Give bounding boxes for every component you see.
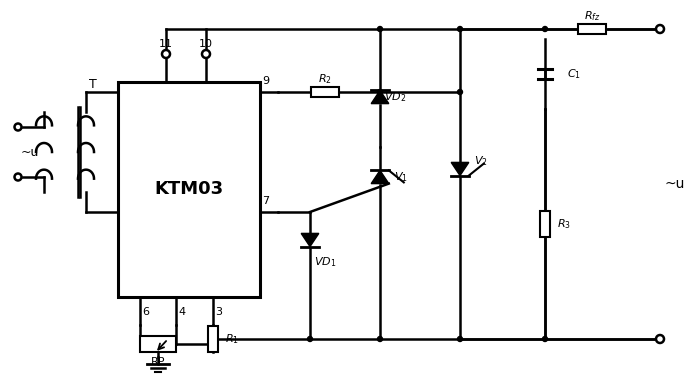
Circle shape [162, 50, 170, 58]
Text: $VD_2$: $VD_2$ [384, 90, 406, 104]
Bar [118, 82, 260, 297]
Text: T: T [89, 77, 97, 91]
Text: 9: 9 [262, 76, 270, 86]
Text: $V_1$: $V_1$ [394, 170, 408, 184]
Text: ~u: ~u [664, 177, 685, 191]
Text: 11: 11 [159, 39, 173, 49]
Circle shape [457, 337, 462, 341]
Circle shape [457, 26, 462, 31]
Text: 3: 3 [215, 307, 222, 317]
Text: KTM03: KTM03 [155, 180, 224, 199]
Circle shape [377, 26, 382, 31]
Polygon shape [302, 233, 319, 247]
Text: 7: 7 [262, 196, 270, 206]
Text: $R_1$: $R_1$ [225, 332, 239, 346]
Text: 10: 10 [199, 39, 213, 49]
Bar [208, 326, 218, 352]
Text: $R_2$: $R_2$ [318, 72, 332, 86]
Circle shape [656, 25, 664, 33]
Circle shape [542, 337, 547, 341]
Bar [540, 211, 550, 237]
Circle shape [377, 89, 382, 94]
Text: ~u: ~u [21, 146, 39, 159]
Polygon shape [451, 163, 469, 176]
Bar [311, 87, 339, 97]
Text: $C_1$: $C_1$ [567, 67, 581, 81]
Text: $V_2$: $V_2$ [474, 154, 488, 168]
Circle shape [308, 337, 313, 341]
Circle shape [457, 89, 462, 94]
Circle shape [14, 173, 21, 180]
Circle shape [202, 50, 210, 58]
Polygon shape [371, 170, 388, 183]
Circle shape [14, 123, 21, 130]
Text: $VD_1$: $VD_1$ [314, 255, 337, 269]
Polygon shape [371, 91, 388, 104]
Circle shape [656, 335, 664, 343]
Text: $R_{fz}$: $R_{fz}$ [584, 9, 600, 23]
Text: 6: 6 [142, 307, 149, 317]
Text: RP: RP [150, 357, 165, 367]
Circle shape [542, 26, 547, 31]
Bar [578, 24, 606, 34]
Bar [140, 336, 176, 352]
Text: $R_3$: $R_3$ [557, 217, 571, 231]
Circle shape [377, 337, 382, 341]
Text: 4: 4 [178, 307, 185, 317]
